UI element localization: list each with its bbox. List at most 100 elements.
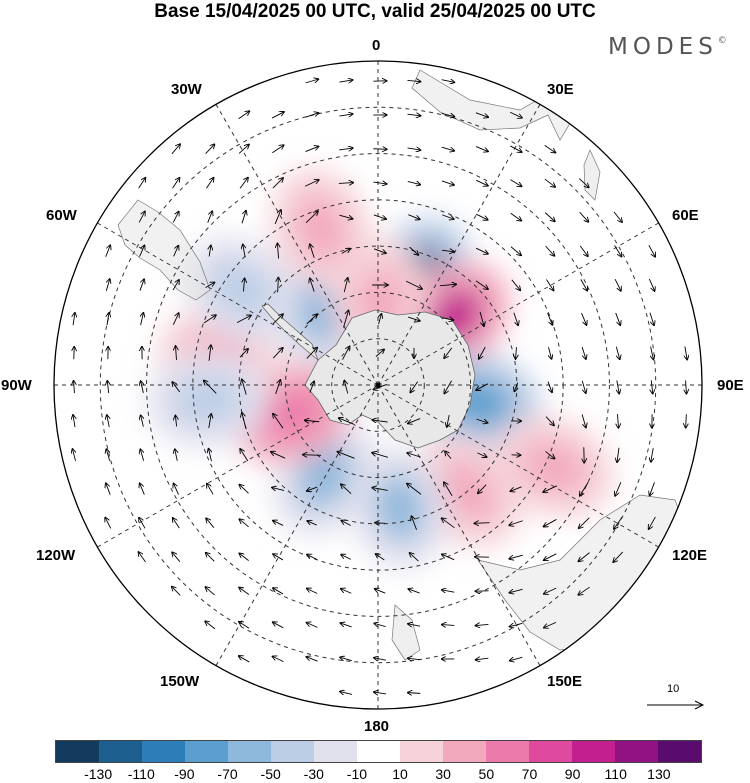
wind-arrow-96 [306,314,317,325]
wind-arrow-172 [338,452,355,459]
south-pole-marker [375,382,381,388]
new-zealand-outline [391,604,421,661]
wind-arrow-70 [614,245,622,257]
wind-arrow-78 [310,278,315,292]
wind-arrow-48 [408,214,419,220]
wind-arrow-38 [544,178,555,187]
wind-arrow-239 [442,590,455,592]
wind-arrow-252 [476,624,489,625]
wind-arrow-202 [206,518,215,528]
wind-arrow-165 [106,449,109,461]
colorbar-swatch-8 [400,741,443,762]
wind-arrow-263 [510,657,523,660]
wind-arrow-101 [479,311,484,326]
wind-arrow-12 [475,112,488,117]
colorbar-tick-label: -70 [217,766,238,782]
wind-arrow-41 [172,212,178,223]
wind-arrow-28 [206,178,213,189]
meridian-11 [215,104,379,386]
wind-arrow-3 [407,80,420,81]
meridian-1 [377,104,541,386]
wind-arrow-1 [339,80,352,82]
colorbar-tick-label: 90 [564,766,581,782]
wind-arrow-97 [343,310,349,328]
wind-arrow-83 [475,280,488,289]
wind-arrow-15 [205,144,215,155]
wind-arrow-66 [475,247,488,254]
wind-arrow-167 [175,449,177,461]
colorbar-swatch-10 [486,741,529,762]
wind-arrow-204 [273,521,284,526]
colorbar-swatch-6 [314,741,357,762]
wind-arrow-44 [274,210,281,225]
wind-arrow-174 [407,453,421,458]
wind-arrow-30 [272,178,283,189]
wind-arrow-8 [339,114,352,116]
wind-arrow-105 [615,312,621,325]
wind-arrow-82 [439,284,456,285]
wind-arrow-173 [372,453,389,458]
wind-arrow-155 [408,418,421,424]
lon-label-60e: 60E [672,207,699,224]
wind-arrow-55 [105,245,111,257]
wind-arrow-121 [548,347,551,359]
wind-arrow-250 [408,624,421,626]
colorbar-swatch-11 [529,741,572,762]
wind-arrow-16 [238,145,249,154]
colorbar-tick-label: 130 [647,766,671,782]
wind-arrow-193 [478,484,487,494]
wind-arrow-200 [139,518,146,529]
wind-arrow-144 [686,380,687,393]
colorbar-swatch-13 [615,741,658,762]
wind-arrow-103 [547,312,553,325]
lon-label-30e: 30E [547,81,574,98]
lon-label-90e: 90E [717,377,744,394]
wind-arrow-137 [444,380,453,394]
wind-arrow-264 [340,692,353,695]
meridian-4 [377,384,659,548]
colorbar-swatch-7 [357,741,400,762]
wind-arrow-134 [344,381,349,394]
wind-arrow-214 [614,516,623,529]
colorbar-tick-label: -110 [127,766,155,782]
wind-arrow-130 [204,381,217,394]
wind-arrow-11 [441,113,455,116]
colorbar-swatch-3 [185,741,228,762]
wind-arrow-33 [373,182,386,184]
wind-arrow-166 [140,449,143,461]
wind-arrow-242 [544,587,557,594]
wind-arrow-266 [408,693,421,694]
wind-arrow-160 [581,414,586,428]
wind-arrow-218 [206,553,215,562]
wind-arrow-89 [73,313,75,326]
lon-label-0: 0 [372,37,381,54]
wind-arrow-194 [510,486,522,491]
colorbar-swatch-2 [142,741,185,762]
wind-arrow-29 [239,178,248,189]
wind-arrow-129 [172,382,181,393]
wind-arrow-31 [305,180,319,187]
wind-arrow-0 [305,79,319,84]
wind-arrow-120 [515,347,516,359]
wind-arrow-81 [405,280,422,289]
wind-arrow-248 [340,623,352,628]
wind-arrow-210 [474,523,490,524]
wind-arrow-24 [510,145,521,152]
wind-arrow-203 [239,519,249,528]
colorbar-swatch-14 [658,741,701,762]
wind-arrow-244 [205,621,216,630]
wind-arrow-128 [141,381,144,393]
wind-arrow-233 [239,588,250,595]
wind-arrow-152 [305,420,320,421]
wind-arrow-243 [578,586,590,595]
wind-arrow-209 [442,518,455,529]
wind-arrow-153 [339,418,354,425]
wind-arrow-171 [303,455,322,456]
wind-arrow-142 [617,380,619,394]
wind-arrow-260 [408,658,421,659]
wind-arrow-235 [307,588,318,594]
wind-arrow-40 [138,212,145,223]
wind-arrow-141 [581,380,586,393]
wind-arrow-168 [209,449,212,462]
wind-arrow-184 [173,483,179,495]
